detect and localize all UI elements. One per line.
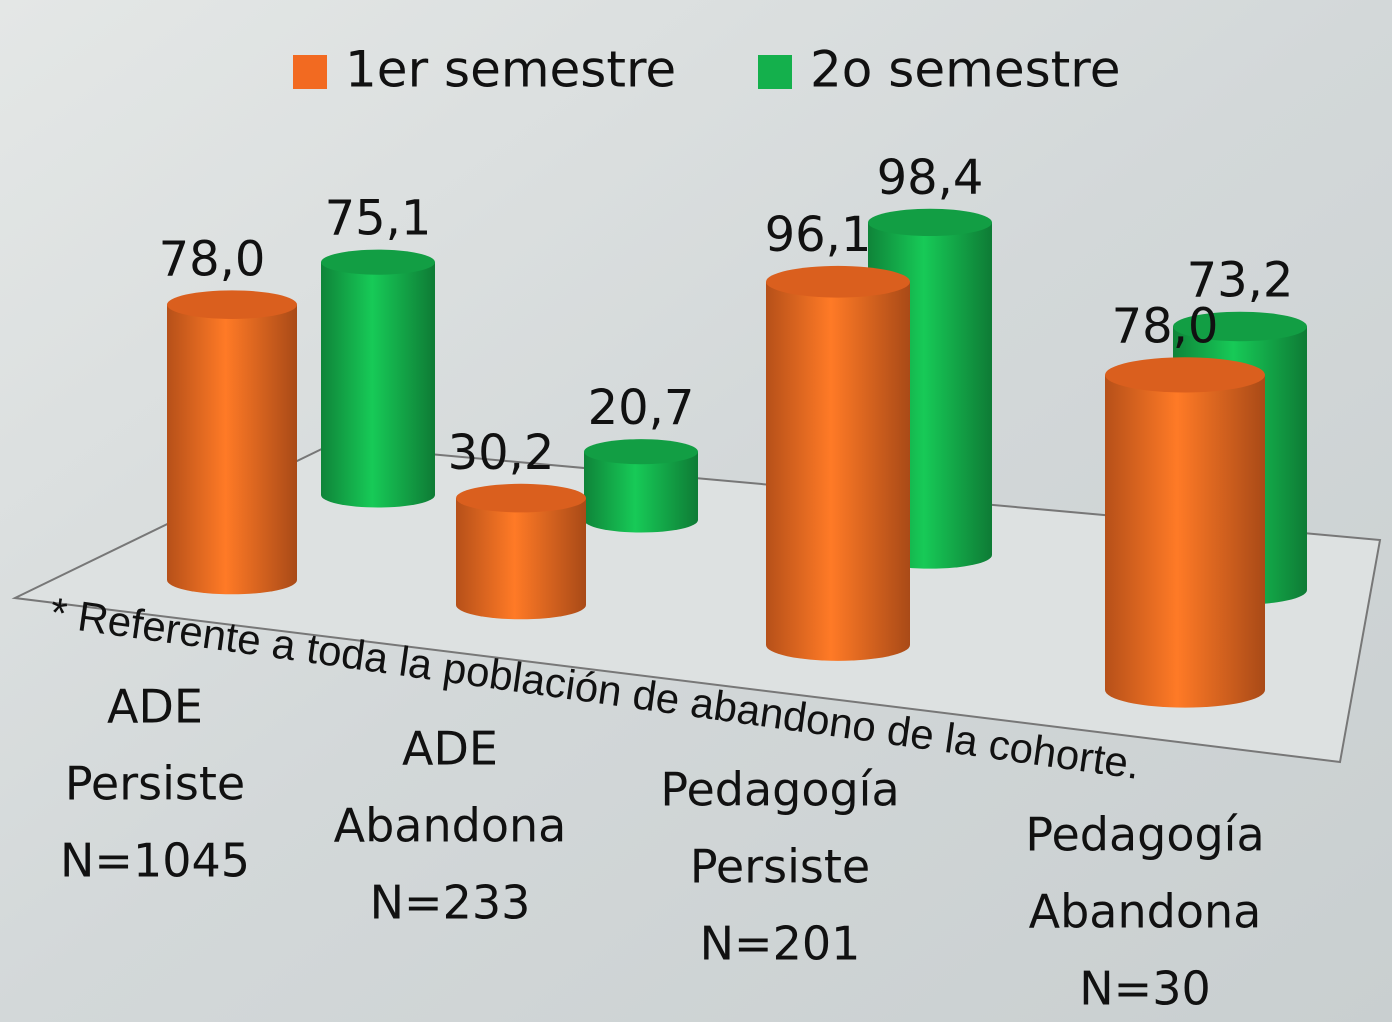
cylinder-top [766,265,910,298]
data-label: 98,4 [877,150,984,206]
cylinder-top [1105,357,1265,393]
cylinder-top [456,483,586,513]
legend-swatch [293,55,327,89]
data-label: 96,1 [765,207,872,263]
cylinder-top [167,290,297,319]
category-label: N=1045 [60,834,250,888]
cylinder [321,249,435,508]
cylinder [167,290,297,595]
data-label: 75,1 [325,191,432,247]
cylinder [456,483,586,620]
category-label: Abandona [1029,885,1262,939]
legend-label: 1er semestre [345,41,676,99]
legend-swatch [758,55,792,89]
category-label: Persiste [690,840,870,894]
cylinder-top [584,439,698,465]
cylinder-body [766,281,910,661]
category-label: N=201 [700,917,861,971]
category-label: Persiste [65,757,245,811]
category-label: ADE [402,722,498,776]
category-label: N=233 [370,876,531,930]
data-label: 30,2 [448,425,555,481]
cylinder [766,265,910,661]
cylinder [584,439,698,533]
cylinder-top [321,249,435,275]
data-label: 20,7 [588,380,695,436]
cylinder-top [868,208,992,237]
data-label: 78,0 [1112,298,1219,354]
category-label: Abandona [334,799,567,853]
category-label: Pedagogía [660,763,899,817]
cylinder-body [1105,374,1265,708]
category-label: Pedagogía [1025,808,1264,862]
data-label: 73,2 [1187,253,1294,309]
data-label: 78,0 [159,231,266,287]
category-label: ADE [107,680,203,734]
cylinder-body [456,498,586,620]
category-label: N=30 [1079,962,1211,1016]
cylinder-body [167,304,297,595]
cylinder [1105,357,1265,708]
cylinder-body [584,451,698,533]
legend-label: 2o semestre [810,41,1120,99]
cylinder-top [1173,311,1307,342]
cylinder-body [321,262,435,508]
